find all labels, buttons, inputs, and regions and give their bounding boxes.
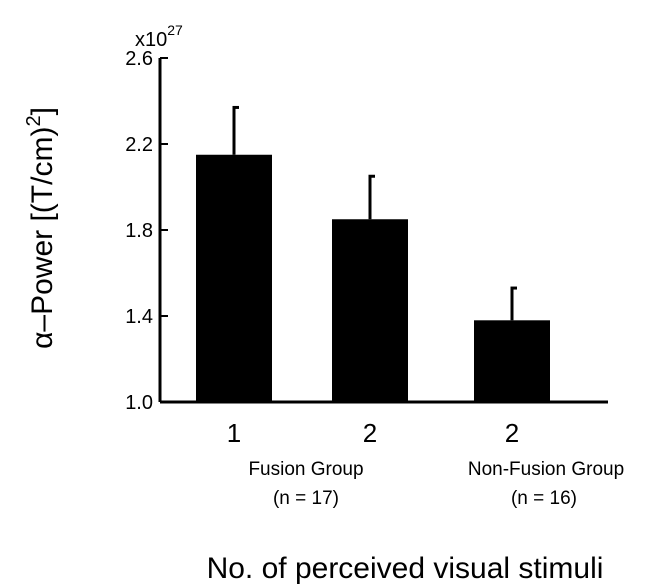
y-multiplier: x1027 — [135, 22, 183, 51]
bar — [332, 219, 408, 402]
group-label-non-fusion: Non-Fusion Group — [468, 459, 624, 480]
x-axis-label: No. of perceived visual stimuli — [207, 552, 604, 585]
group-label-fusion: Fusion Group — [248, 459, 363, 480]
y-tick-label: 2.2 — [125, 134, 153, 156]
category-labels: 1 2 2 — [227, 418, 519, 448]
y-axis-label: α–Power [(T/cm)2] — [23, 107, 59, 349]
category-label: 1 — [227, 418, 241, 448]
error-bars — [232, 105, 517, 321]
bar — [196, 154, 272, 402]
y-tick-label: 1.8 — [125, 220, 153, 242]
group-n-fusion: (n = 17) — [273, 488, 339, 509]
category-label: 2 — [363, 418, 377, 448]
group-n-non-fusion: (n = 16) — [511, 488, 577, 509]
bars — [196, 154, 550, 402]
y-tick-label: 2.6 — [125, 48, 153, 70]
y-tick-label: 1.0 — [125, 392, 153, 414]
bar — [474, 320, 550, 402]
y-tick-label: 1.4 — [125, 306, 153, 328]
y-ticks: 1.0 1.4 1.8 2.2 2.6 — [125, 48, 168, 414]
category-label: 2 — [505, 418, 519, 448]
